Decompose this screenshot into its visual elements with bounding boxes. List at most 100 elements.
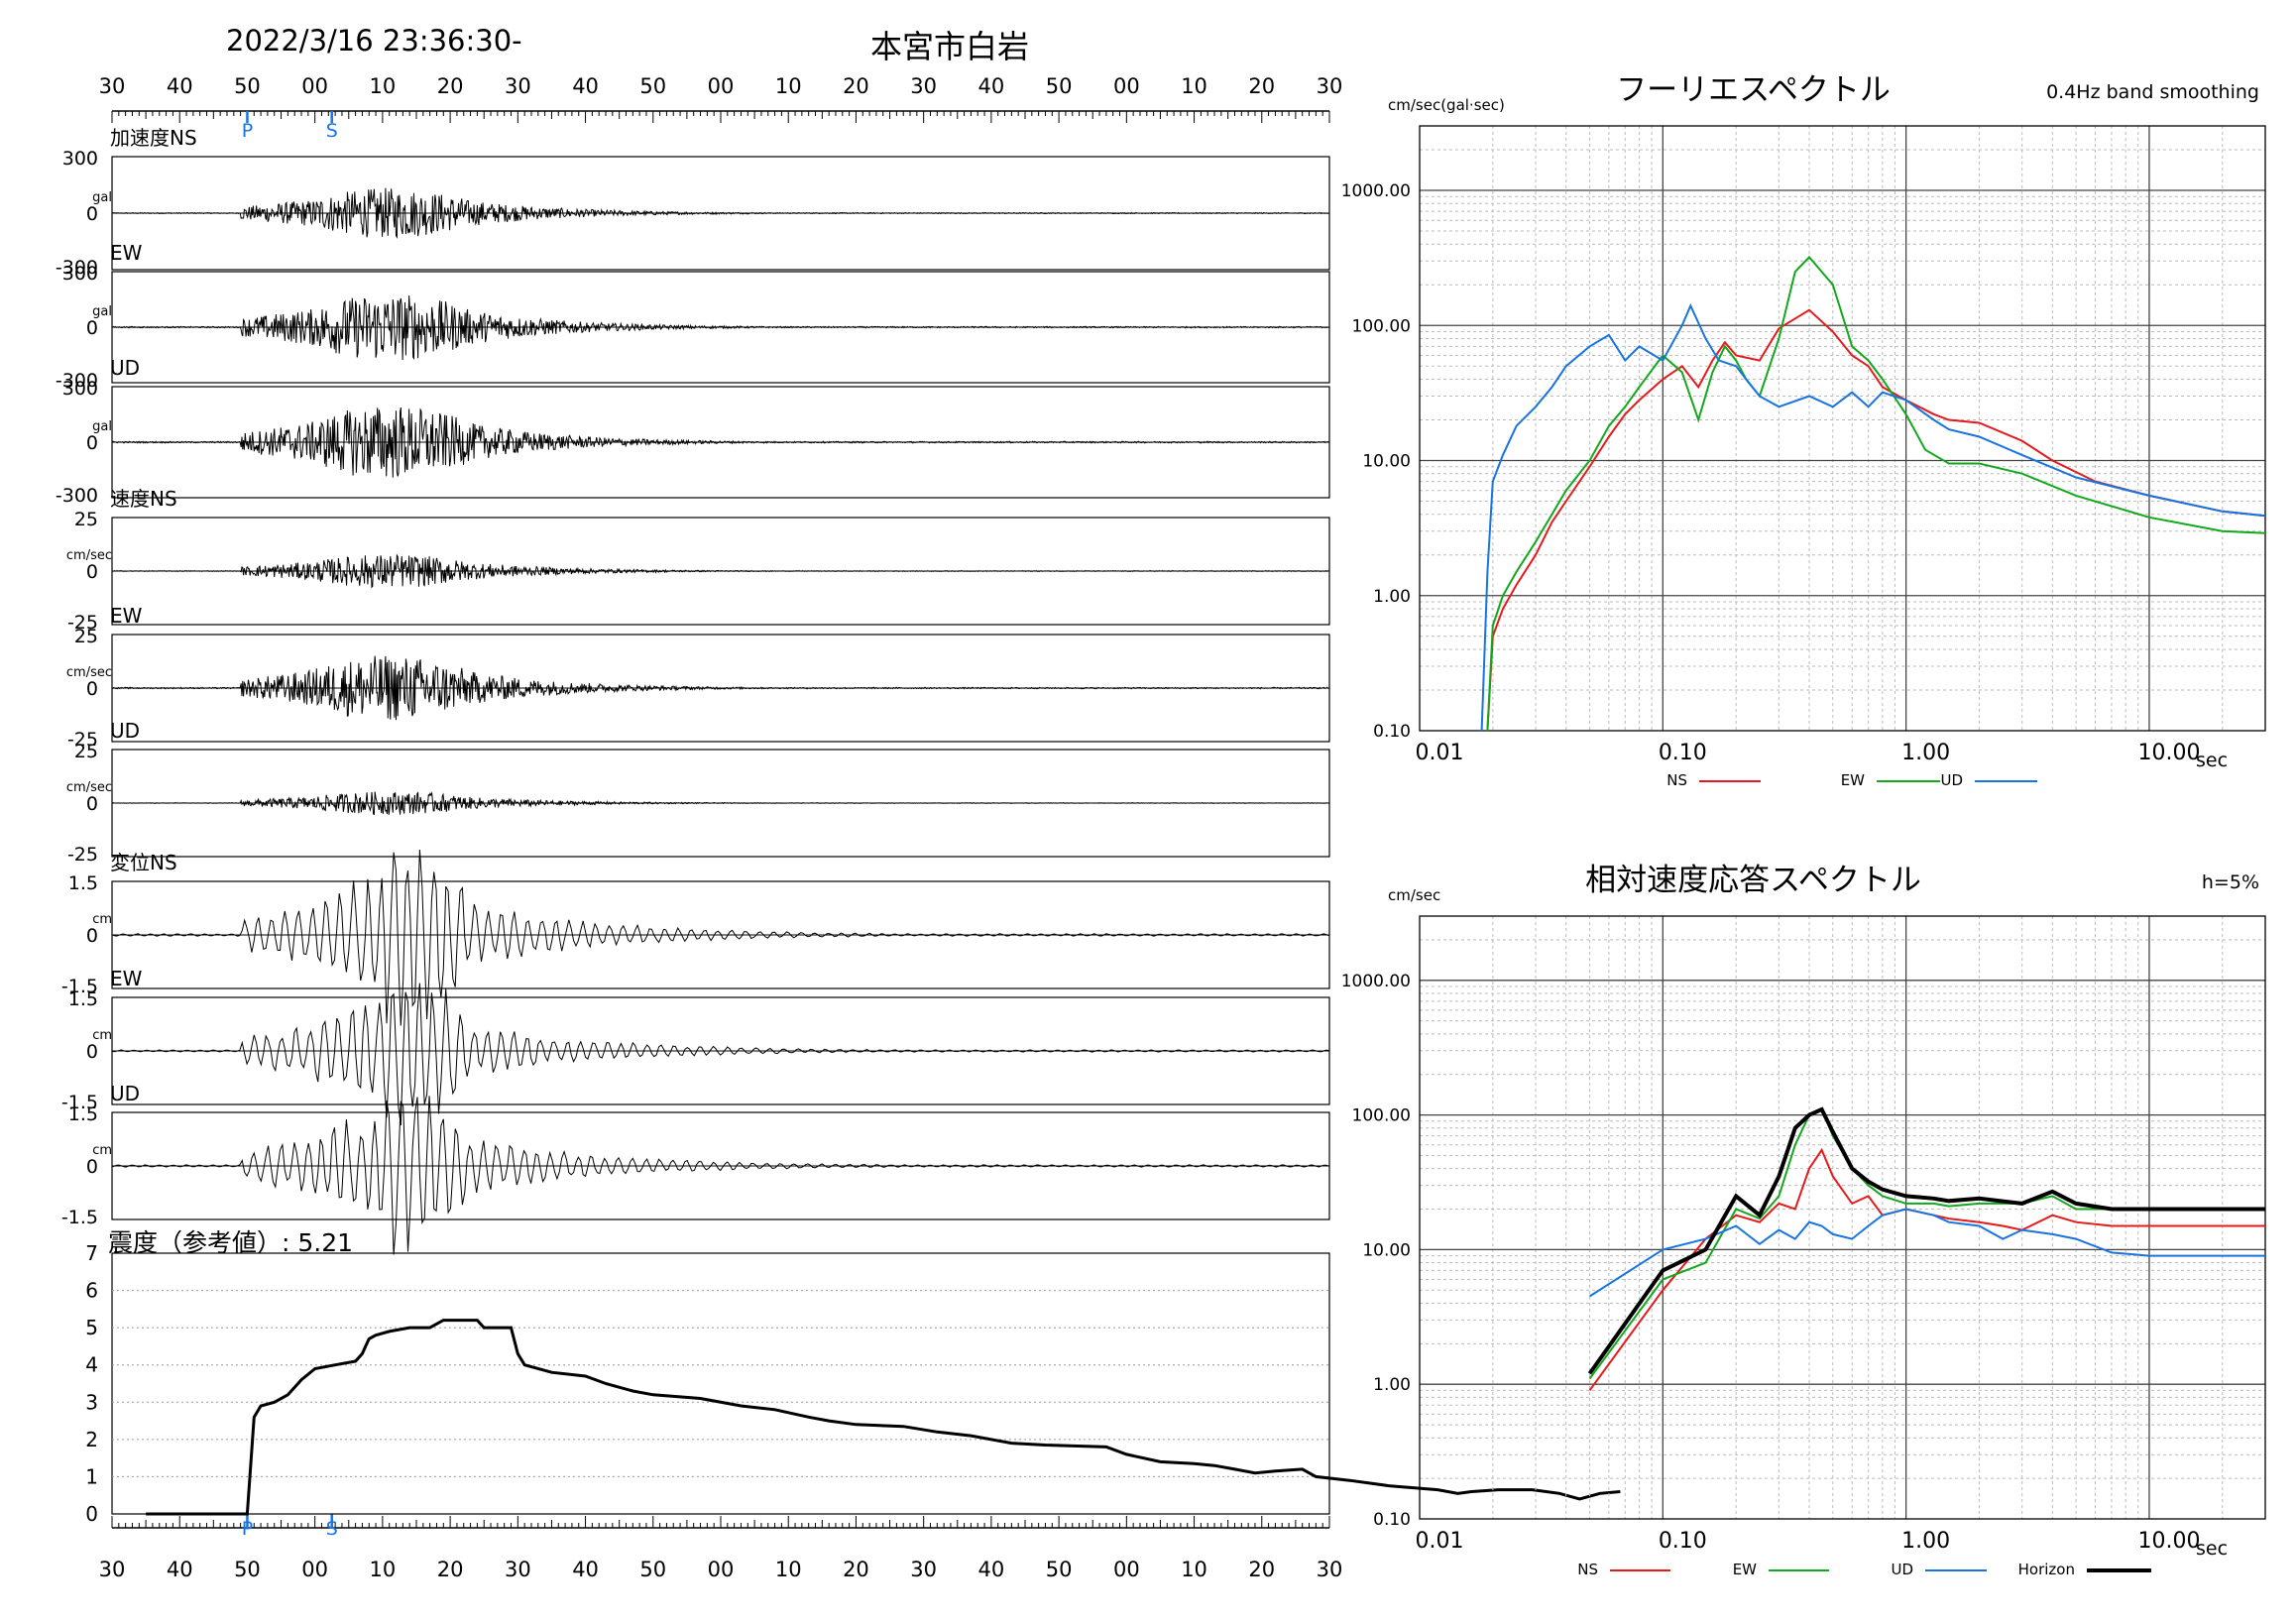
trace-label: UD bbox=[110, 719, 140, 743]
trace-label: 変位NS bbox=[110, 851, 177, 874]
trace-label: EW bbox=[110, 967, 143, 990]
response-spectrum-chart: 相対速度応答スペクトル h=5% cm/sec 1000.00 100.00 10.00 1… bbox=[1341, 863, 2266, 1578]
trace-max-label: 300 bbox=[62, 148, 98, 170]
intensity-title: 震度（参考値）: 5.21 bbox=[108, 1228, 353, 1257]
time-tick-label: 10 bbox=[370, 1558, 397, 1581]
time-tick-label: 10 bbox=[775, 74, 802, 98]
trace-min-label: -25 bbox=[67, 729, 98, 751]
trace-min-label: -300 bbox=[56, 257, 98, 279]
y-tick-label: 10.00 bbox=[1362, 1240, 1411, 1260]
trace-unit-label: cm bbox=[92, 1028, 112, 1043]
trace-unit-label: cm bbox=[92, 912, 112, 927]
time-tick-label: 30 bbox=[99, 1558, 126, 1581]
y-tick-label: 1.00 bbox=[1373, 587, 1411, 607]
time-tick-label: 50 bbox=[639, 74, 666, 98]
time-tick-label: 20 bbox=[1248, 1558, 1275, 1581]
time-tick-label: 20 bbox=[1248, 74, 1275, 98]
trace-変位-NS: 変位NS 1.5 cm0 -1.5 bbox=[61, 849, 1330, 1026]
time-tick-label: 40 bbox=[167, 74, 193, 98]
time-tick-label: 50 bbox=[234, 74, 261, 98]
trace-waveform bbox=[111, 655, 1329, 721]
time-tick-label: 30 bbox=[505, 74, 531, 98]
x-tick-label: 1.00 bbox=[1901, 1529, 1950, 1554]
series-Horizon bbox=[1587, 1106, 2265, 1375]
y-tick-label: 1000.00 bbox=[1341, 972, 1411, 991]
time-tick-label: 00 bbox=[708, 74, 735, 98]
x-unit-label: sec bbox=[2196, 1538, 2228, 1560]
y-unit-label: cm/sec bbox=[1388, 886, 1440, 904]
intensity-tick-label: 5 bbox=[85, 1316, 98, 1339]
trace-waveform bbox=[111, 1096, 1329, 1255]
time-tick-label: 20 bbox=[437, 1558, 464, 1581]
trace-unit-label: gal bbox=[92, 190, 112, 205]
y-tick-label: 100.00 bbox=[1352, 316, 1411, 336]
time-tick-label: 10 bbox=[1181, 1558, 1207, 1581]
y-tick-label: 0.10 bbox=[1373, 722, 1411, 742]
time-tick-label: 10 bbox=[775, 1558, 802, 1581]
trace-label: UD bbox=[110, 356, 140, 380]
time-tick-label: 00 bbox=[1113, 74, 1140, 98]
series-EW bbox=[1588, 1107, 2265, 1380]
chart-title: 相対速度応答スペクトル bbox=[1585, 863, 1921, 898]
time-tick-label: 20 bbox=[843, 1558, 869, 1581]
trace-min-label: -25 bbox=[67, 844, 98, 866]
time-tick-label: 50 bbox=[1046, 74, 1073, 98]
x-tick-label: 10.00 bbox=[2137, 741, 2200, 765]
trace-label: EW bbox=[110, 604, 143, 628]
intensity-frame bbox=[111, 1252, 1330, 1515]
time-tick-label: 30 bbox=[505, 1558, 531, 1581]
record-datetime: 2022/3/16 23:36:30- bbox=[226, 24, 522, 58]
time-history-panel: 30 40 50 00 10 20 30 40 50 00 10 20 30 40 50 00 10 20 3030… bbox=[56, 74, 1621, 1581]
trace-max-label: 1.5 bbox=[68, 988, 98, 1010]
trace-min-label: -25 bbox=[67, 612, 98, 634]
trace-zero-label: 0 bbox=[86, 793, 98, 815]
trace-max-label: 25 bbox=[74, 626, 98, 647]
time-tick-label: 00 bbox=[301, 1558, 328, 1581]
phase-marker-label: S bbox=[326, 120, 338, 142]
series-NS bbox=[1486, 308, 2266, 732]
trace-変位-EW: EW 1.5 cm0 -1.5 bbox=[61, 967, 1330, 1126]
trace-waveform bbox=[111, 187, 1329, 240]
trace-waveform bbox=[111, 791, 1329, 816]
time-tick-label: 20 bbox=[437, 74, 464, 98]
trace-max-label: 300 bbox=[62, 378, 98, 400]
trace-unit-label: cm bbox=[92, 1143, 112, 1158]
chart-title: フーリエスペクトル bbox=[1616, 72, 1891, 108]
legend-label: UD bbox=[1891, 1561, 1913, 1578]
trace-max-label: 1.5 bbox=[68, 872, 98, 894]
time-tick-label: 40 bbox=[978, 74, 1005, 98]
x-tick-label: 0.10 bbox=[1659, 1529, 1707, 1554]
trace-zero-label: 0 bbox=[86, 1156, 98, 1178]
time-tick-label: 40 bbox=[978, 1558, 1005, 1581]
trace-label: 加速度NS bbox=[110, 126, 197, 150]
trace-label: 速度NS bbox=[110, 487, 177, 511]
trace-unit-label: gal bbox=[92, 419, 112, 434]
time-tick-label: 50 bbox=[639, 1558, 666, 1581]
trace-変位-UD: UD 1.5 cm0 -1.5 bbox=[61, 1082, 1330, 1255]
trace-waveform bbox=[111, 553, 1329, 589]
time-tick-label: 30 bbox=[910, 1558, 937, 1581]
station-name: 本宮市白岩 bbox=[870, 28, 1030, 65]
trace-zero-label: 0 bbox=[86, 432, 98, 454]
trace-zero-label: 0 bbox=[86, 203, 98, 225]
legend-label: NS bbox=[1577, 1561, 1598, 1578]
trace-label: UD bbox=[110, 1082, 140, 1105]
legend-label: NS bbox=[1666, 771, 1687, 789]
series-UD bbox=[1480, 302, 2266, 732]
y-tick-label: 0.10 bbox=[1373, 1510, 1411, 1530]
x-tick-label: 0.01 bbox=[1416, 741, 1464, 765]
trace-min-label: -300 bbox=[56, 485, 98, 507]
time-tick-label: 20 bbox=[843, 74, 869, 98]
x-tick-label: 10.00 bbox=[2137, 1529, 2200, 1554]
trace-waveform bbox=[111, 849, 1329, 1026]
legend-label: EW bbox=[1841, 771, 1865, 789]
trace-zero-label: 0 bbox=[86, 1041, 98, 1063]
trace-max-label: 1.5 bbox=[68, 1103, 98, 1125]
intensity-chart: 震度（参考値）: 5.21 7 6 5 4 3 2 1 0 bbox=[85, 1228, 1621, 1526]
y-tick-label: 1000.00 bbox=[1341, 181, 1411, 201]
trace-min-label: -1.5 bbox=[61, 976, 98, 997]
trace-max-label: 25 bbox=[74, 741, 98, 762]
